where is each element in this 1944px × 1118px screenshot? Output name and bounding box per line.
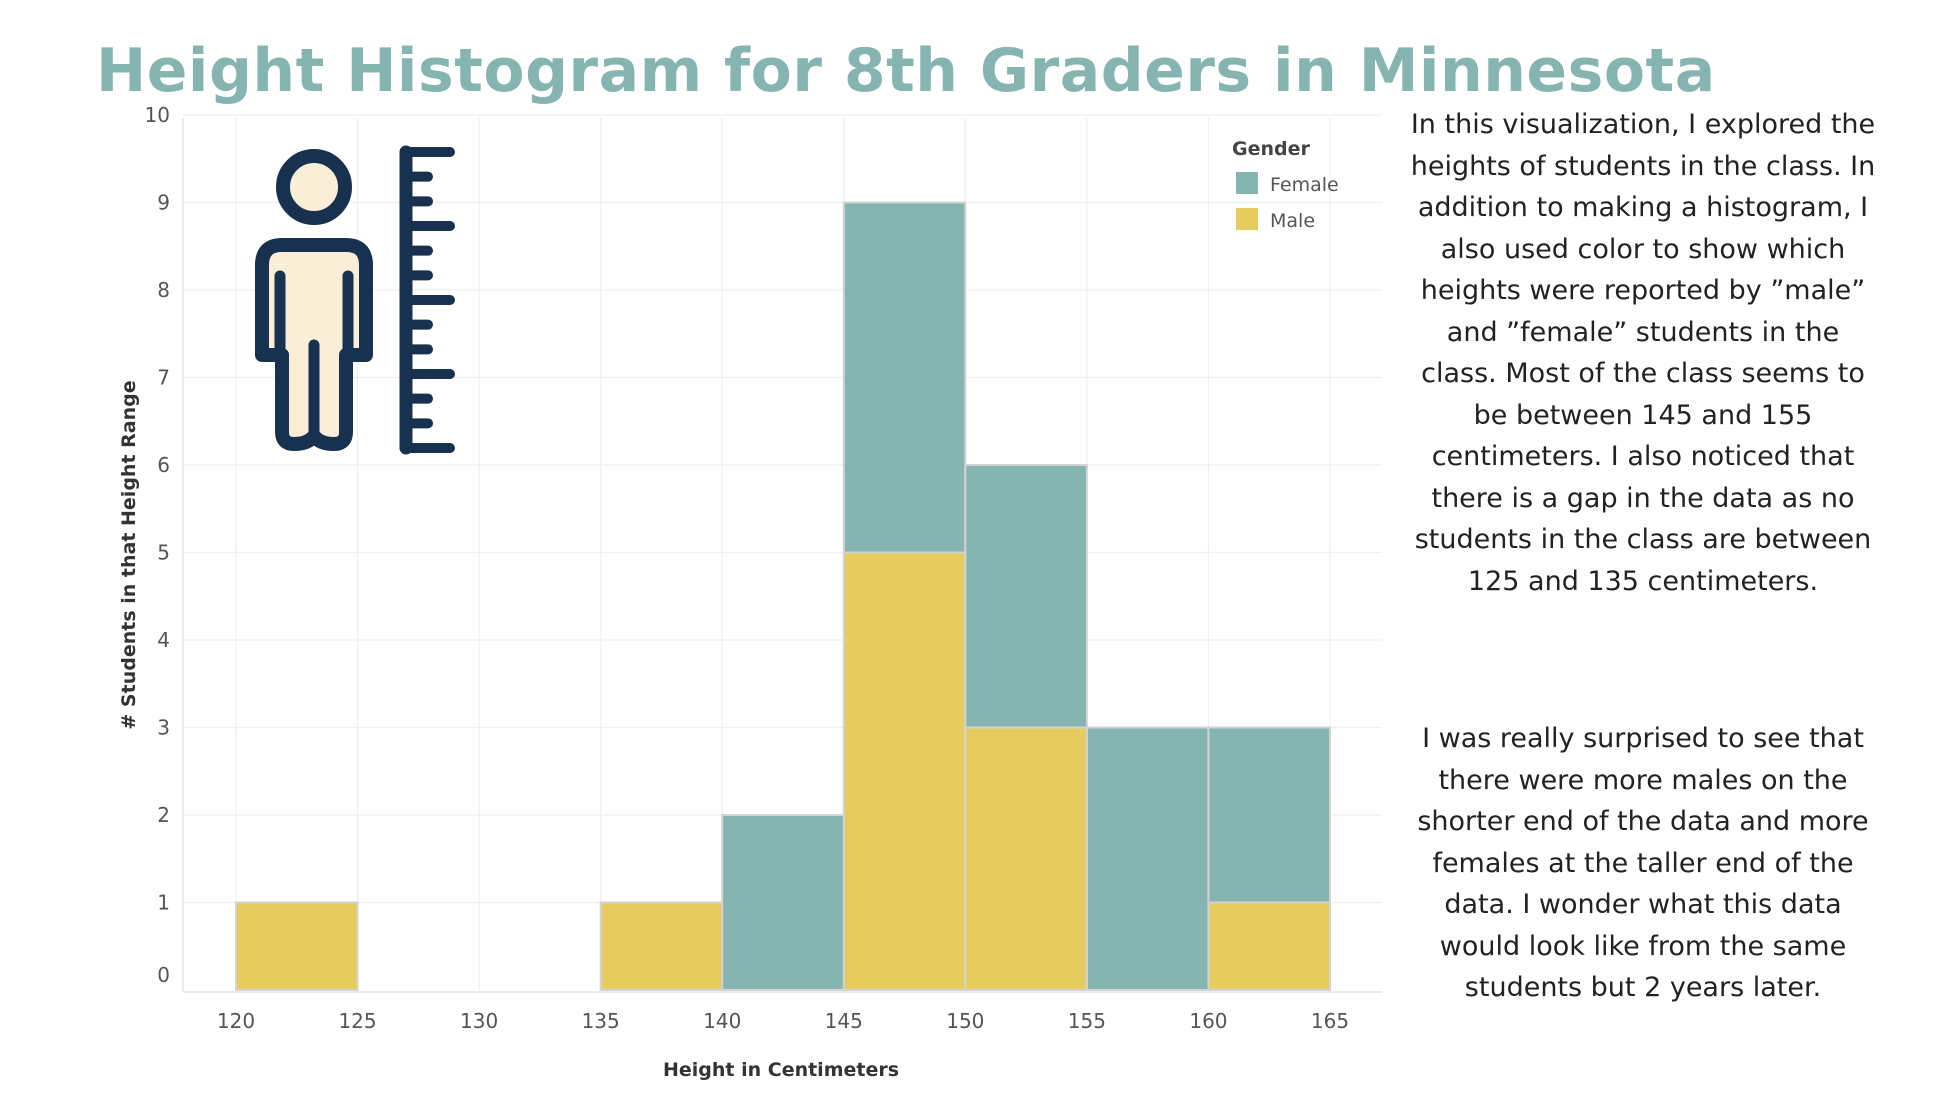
y-axis-title: # Students in that Height Range [118, 380, 140, 729]
y-tick-label: 8 [157, 278, 170, 302]
ruler-icon [399, 145, 455, 455]
y-tick-label: 10 [145, 103, 170, 127]
x-tick-label: 150 [946, 1009, 984, 1033]
legend-swatch-female [1236, 172, 1258, 194]
y-tick-label: 0 [157, 963, 170, 987]
y-tick-label: 6 [157, 453, 170, 477]
bars [235, 201, 1332, 991]
x-tick-label: 145 [825, 1009, 863, 1033]
y-tick-label: 3 [157, 716, 170, 740]
y-tick-label: 1 [157, 891, 170, 915]
description-paragraph-1: In this visualization, I explored the he… [1410, 109, 1876, 597]
y-tick-label: 4 [157, 628, 170, 652]
y-tick-label: 2 [157, 803, 170, 827]
bar-female-140-145[interactable] [721, 814, 845, 991]
x-tick-label: 140 [703, 1009, 741, 1033]
bar-male-120-125[interactable] [235, 901, 359, 991]
x-tick-label: 120 [217, 1009, 255, 1033]
bar-female-150-155[interactable] [964, 464, 1088, 729]
x-tick-label: 130 [460, 1009, 498, 1033]
y-axis-ticks: 0 1 2 3 4 5 6 7 8 9 10 [145, 103, 170, 987]
legend: Gender Female Male [1232, 138, 1339, 232]
y-tick-label: 7 [157, 366, 170, 390]
x-tick-label: 160 [1189, 1009, 1227, 1033]
legend-label-male: Male [1270, 210, 1315, 232]
chart-title: Height Histogram for 8th Graders in Minn… [96, 36, 1716, 106]
description-paragraph-2: I was really surprised to see that there… [1417, 723, 1869, 1003]
person-with-height-ruler-icon [255, 145, 455, 455]
bar-female-145-150[interactable] [842, 201, 967, 554]
bar-male-150-155[interactable] [964, 726, 1088, 991]
x-tick-label: 125 [338, 1009, 376, 1033]
bar-male-135-140[interactable] [599, 901, 724, 991]
legend-swatch-male [1236, 208, 1258, 230]
person-head-icon [276, 149, 352, 225]
bar-female-155-160[interactable] [1085, 726, 1210, 991]
y-tick-label: 5 [157, 541, 170, 565]
y-tick-label: 9 [157, 191, 170, 215]
x-axis-title: Height in Centimeters [663, 1059, 899, 1081]
legend-label-female: Female [1270, 174, 1339, 196]
legend-title: Gender [1232, 138, 1310, 160]
bar-female-160-165[interactable] [1207, 726, 1332, 904]
x-tick-label: 135 [582, 1009, 620, 1033]
x-axis-ticks: 120 125 130 135 140 145 150 155 160 165 [217, 1009, 1349, 1033]
bar-male-145-150[interactable] [842, 551, 967, 991]
x-tick-label: 155 [1068, 1009, 1106, 1033]
x-tick-label: 165 [1311, 1009, 1349, 1033]
bar-male-160-165[interactable] [1207, 901, 1332, 991]
